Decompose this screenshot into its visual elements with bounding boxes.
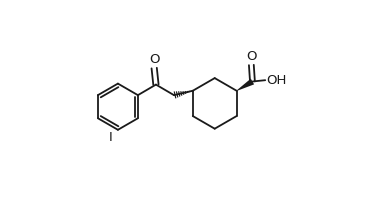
Text: O: O [246,50,257,63]
Text: I: I [109,131,112,144]
Text: OH: OH [266,74,286,87]
Text: O: O [149,53,159,66]
Polygon shape [236,79,254,91]
